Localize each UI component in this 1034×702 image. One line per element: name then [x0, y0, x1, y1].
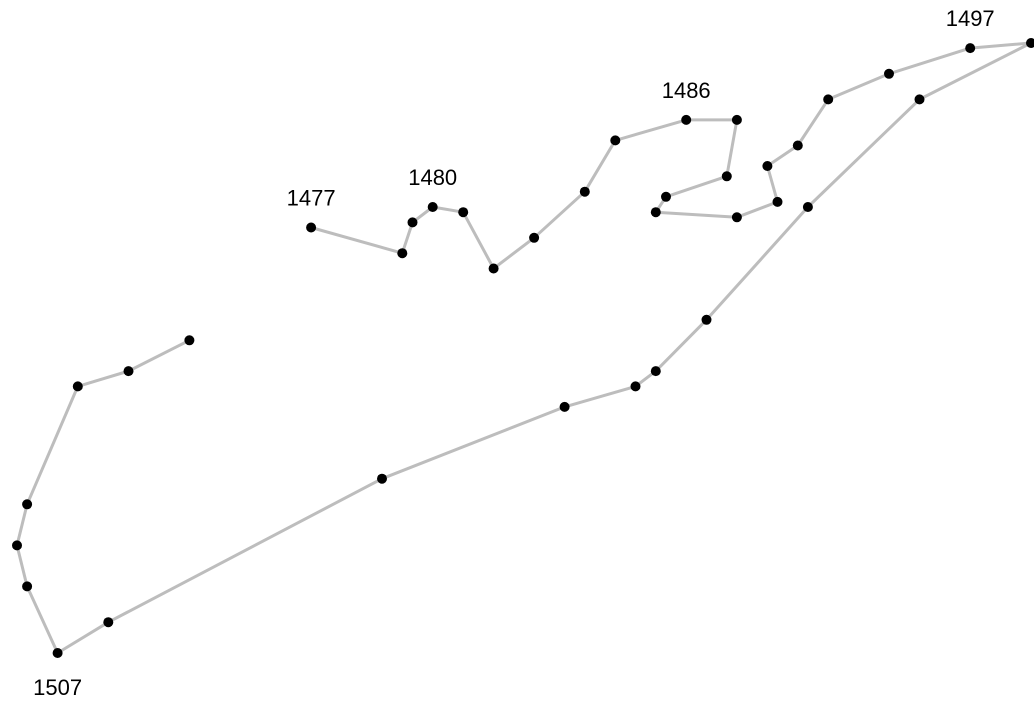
data-point — [123, 366, 134, 377]
data-point — [965, 43, 976, 54]
data-point — [721, 171, 732, 182]
data-point — [427, 202, 438, 212]
point-label: 1477 — [287, 186, 336, 211]
data-point — [579, 186, 590, 197]
data-point — [306, 222, 317, 233]
data-point — [802, 202, 813, 212]
point-label: 1497 — [946, 6, 995, 31]
data-point — [772, 196, 783, 207]
data-point — [650, 366, 661, 377]
data-point — [397, 248, 408, 259]
data-point — [559, 401, 570, 412]
data-point — [650, 207, 661, 218]
data-point — [914, 94, 925, 105]
series-line — [15, 41, 1033, 655]
data-point — [488, 263, 499, 274]
data-point — [184, 335, 195, 346]
data-point — [458, 207, 469, 218]
data-point — [681, 114, 692, 125]
data-point — [52, 648, 63, 658]
data-point — [823, 94, 834, 105]
data-point — [610, 135, 621, 146]
data-point — [731, 212, 742, 223]
point-label: 1486 — [662, 78, 711, 103]
data-point — [762, 161, 773, 171]
data-point — [72, 381, 83, 392]
data-point — [529, 232, 540, 243]
data-point — [792, 140, 803, 151]
data-point — [731, 114, 742, 125]
data-point — [1026, 38, 1034, 48]
data-point — [22, 581, 33, 592]
data-point — [701, 314, 712, 325]
data-point — [630, 381, 641, 392]
data-point — [884, 68, 894, 79]
data-point — [661, 191, 671, 202]
point-label: 1480 — [408, 165, 457, 190]
data-point — [377, 473, 387, 484]
point-label: 1507 — [33, 675, 82, 700]
data-point — [22, 499, 33, 510]
data-point — [12, 540, 22, 551]
data-point — [103, 617, 114, 628]
data-point — [407, 217, 418, 228]
